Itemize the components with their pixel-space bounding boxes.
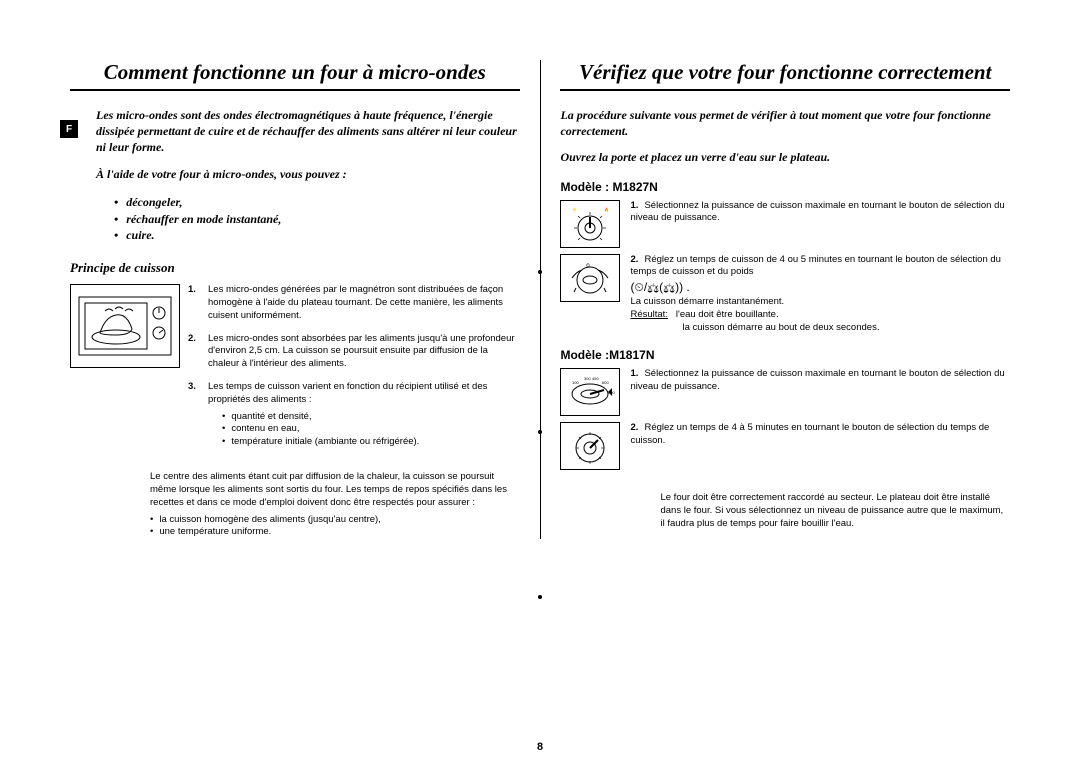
left-column: Comment fonctionne un four à micro-ondes… xyxy=(70,60,540,539)
page-number: 8 xyxy=(0,741,1080,753)
step-text: Les micro-ondes générées par le magnétro… xyxy=(208,284,520,322)
bullet: décongeler, xyxy=(114,194,520,211)
step-text: Les temps de cuisson varient en fonction… xyxy=(208,381,487,405)
time-dial-illustration: ⏲ xyxy=(560,254,620,302)
left-title: Comment fonctionne un four à micro-ondes xyxy=(70,60,520,91)
result-1: l'eau doit être bouillante. xyxy=(676,309,779,320)
power-dial-illustration: 100300 450600 700 xyxy=(560,368,620,416)
step-text: Les micro-ondes sont absorbées par les a… xyxy=(208,333,520,371)
right-column: Vérifiez que votre four fonctionne corre… xyxy=(540,60,1010,539)
right-intro-1: La procédure suivante vous permet de vér… xyxy=(560,107,1010,139)
closing-bullet: une température uniforme. xyxy=(150,526,520,539)
closing-paragraph: Le centre des aliments étant cuit par di… xyxy=(150,471,520,539)
oven-icon xyxy=(75,289,175,363)
time-dial-illustration xyxy=(560,422,620,470)
model1-step1: Sélectionnez la puissance de cuisson max… xyxy=(630,200,1004,224)
result-label: Résultat: xyxy=(630,309,668,320)
closing-text: Le centre des aliments étant cuit par di… xyxy=(150,471,520,509)
svg-text:⏲: ⏲ xyxy=(586,263,590,269)
dial-icon: 100300 450600 700 xyxy=(564,372,616,412)
bullet: réchauffer en mode instantané, xyxy=(114,211,520,228)
dial-icon: ⏲ xyxy=(564,258,616,298)
right-intro-2: Ouvrez la porte et placez un verre d'eau… xyxy=(560,149,1010,165)
right-title: Vérifiez que votre four fonctionne corre… xyxy=(560,60,1010,91)
svg-text:450: 450 xyxy=(592,376,599,381)
manual-page: Comment fonctionne un four à micro-ondes… xyxy=(0,0,1080,763)
microwave-illustration xyxy=(70,284,180,368)
left-intro-2: À l'aide de votre four à micro-ondes, vo… xyxy=(96,166,520,182)
bullet: cuire. xyxy=(114,227,520,244)
factor: quantité et densité, xyxy=(222,411,520,424)
svg-text:🔥: 🔥 xyxy=(604,207,609,212)
result-2: la cuisson démarre au bout de deux secon… xyxy=(682,322,879,333)
icons-label: (⏲/⚖(⚖)) . xyxy=(630,280,689,294)
left-intro-1: Les micro-ondes sont des ondes électroma… xyxy=(96,107,520,156)
model-2-heading: Modèle :M1817N xyxy=(560,348,1010,362)
factors-list: quantité et densité, contenu en eau, tem… xyxy=(222,411,520,449)
factor: contenu en eau, xyxy=(222,423,520,436)
model2-step1: Sélectionnez la puissance de cuisson max… xyxy=(630,368,1004,392)
svg-text:600: 600 xyxy=(602,380,609,385)
capability-list: décongeler, réchauffer en mode instantan… xyxy=(114,194,520,244)
principles-list: 1.Les micro-ondes générées par le magnét… xyxy=(188,284,520,459)
model1-step2b: La cuisson démarre instantanément. xyxy=(630,296,784,307)
model-1-heading: Modèle : M1827N xyxy=(560,180,1010,194)
principle-heading: Principe de cuisson xyxy=(70,260,520,276)
svg-text:⚡: ⚡ xyxy=(572,207,577,212)
dial-icon xyxy=(564,426,616,466)
svg-text:300: 300 xyxy=(584,376,591,381)
svg-text:100: 100 xyxy=(572,380,579,385)
factor: température initiale (ambiante ou réfrig… xyxy=(222,436,520,449)
footer-note: Le four doit être correctement raccordé … xyxy=(660,492,1010,530)
closing-bullet: la cuisson homogène des aliments (jusqu'… xyxy=(150,514,520,527)
dial-icon: ⚡🔥 xyxy=(564,204,616,244)
language-badge: F xyxy=(60,120,78,138)
model2-step2: Réglez un temps de 4 à 5 minutes en tour… xyxy=(630,422,989,446)
power-dial-illustration: ⚡🔥 xyxy=(560,200,620,248)
model1-step2a: Réglez un temps de cuisson de 4 ou 5 min… xyxy=(630,254,1001,278)
